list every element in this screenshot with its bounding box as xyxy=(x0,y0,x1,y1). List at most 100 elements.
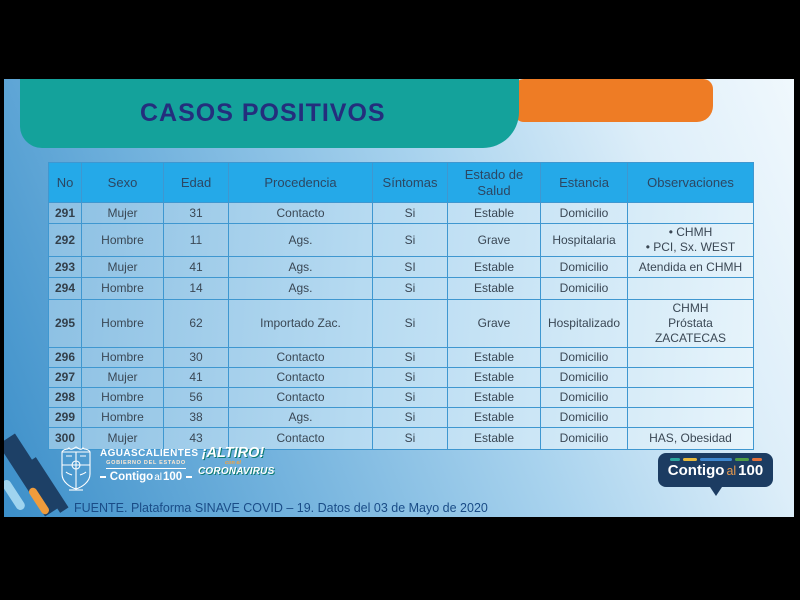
column-header: No xyxy=(48,162,82,203)
table-cell: Contacto xyxy=(228,427,373,450)
government-slogan: Contigoal100 xyxy=(110,471,182,483)
table-cell xyxy=(627,202,754,224)
table-cell: Domicilio xyxy=(540,256,628,278)
table-cell: Estable xyxy=(447,407,541,428)
table-cell: 38 xyxy=(163,407,229,428)
table-cell: 295 xyxy=(48,299,82,348)
table-cell: Contacto xyxy=(228,347,373,368)
table-cell: Domicilio xyxy=(540,387,628,408)
column-header: Procedencia xyxy=(228,162,373,203)
table-cell: Hombre xyxy=(81,299,164,348)
table-cell: 14 xyxy=(163,277,229,300)
column-header: Observaciones xyxy=(627,162,754,203)
dash-teal xyxy=(669,458,680,461)
campaign-logo-connector: con el xyxy=(225,460,241,466)
table-cell: Domicilio xyxy=(540,347,628,368)
state-coat-of-arms-icon xyxy=(61,446,91,491)
table-cell: 30 xyxy=(163,347,229,368)
page-title: CASOS POSITIVOS xyxy=(140,99,386,127)
table-cell: Estable xyxy=(447,202,541,224)
campaign-logo-title: ¡ALTIRO! xyxy=(201,445,265,461)
table-cell: Contacto xyxy=(228,387,373,408)
table-cell: Mujer xyxy=(81,202,164,224)
badge-color-dashes xyxy=(658,458,773,461)
data-source-text: FUENTE. Plataforma SINAVE COVID – 19. Da… xyxy=(74,501,488,515)
dash-green xyxy=(734,458,749,461)
table-cell: Ags. xyxy=(228,277,373,300)
table-cell: Ags. xyxy=(228,407,373,428)
government-name: AGUASCALIENTES xyxy=(100,448,199,459)
dash-orange xyxy=(751,458,762,461)
title-banner: CASOS POSITIVOS xyxy=(20,79,519,148)
table-cell: Estable xyxy=(447,387,541,408)
table-row: 294 Hombre 14 Ags. Si Estable Domicilio xyxy=(48,277,754,300)
table-row: 298 Hombre 56 Contacto Si Estable Domicilio xyxy=(48,387,754,408)
table-cell: Si xyxy=(372,347,448,368)
table-cell: 297 xyxy=(48,367,82,388)
table-cell: Hombre xyxy=(81,223,164,257)
cases-table: No Sexo Edad Procedencia Síntomas Estado de S… xyxy=(48,162,754,450)
table-cell: Hombre xyxy=(81,407,164,428)
table-cell: 56 xyxy=(163,387,229,408)
table-cell: Estable xyxy=(447,277,541,300)
table-cell: Estable xyxy=(447,427,541,450)
badge-word: Contigo xyxy=(667,462,725,479)
divider-line xyxy=(106,468,186,469)
table-cell: 43 xyxy=(163,427,229,450)
table-cell xyxy=(627,277,754,300)
slogan-word: al xyxy=(154,472,163,483)
slogan-dash-right xyxy=(186,476,192,478)
badge-word: 100 xyxy=(738,462,764,479)
slogan-dash-left xyxy=(100,476,106,478)
table-cell: 292 xyxy=(48,223,82,257)
table-cell: 299 xyxy=(48,407,82,428)
table-cell: Hombre xyxy=(81,277,164,300)
table-cell: • CHMH • PCI, Sx. WEST xyxy=(627,223,754,257)
table-cell: 62 xyxy=(163,299,229,348)
table-cell: CHMH Próstata ZACATECAS xyxy=(627,299,754,348)
table-cell: Estable xyxy=(447,347,541,368)
column-header: Estado de Salud xyxy=(447,162,541,203)
table-cell: Grave xyxy=(447,299,541,348)
campaign-logo-subtitle: CORONAVIRUS xyxy=(198,466,275,477)
table-cell: Mujer xyxy=(81,256,164,278)
table-cell: 298 xyxy=(48,387,82,408)
table-cell xyxy=(627,407,754,428)
badge-text: Contigo al 100 xyxy=(658,462,773,479)
table-cell: Importado Zac. xyxy=(228,299,373,348)
table-cell: 41 xyxy=(163,256,229,278)
dash-blue xyxy=(699,458,732,461)
contigo-al-100-badge: Contigo al 100 xyxy=(658,453,773,496)
table-cell: SI xyxy=(372,256,448,278)
table-cell: Domicilio xyxy=(540,427,628,450)
table-cell: 41 xyxy=(163,367,229,388)
table-cell: Si xyxy=(372,427,448,450)
table-cell: Contacto xyxy=(228,367,373,388)
column-header: Estancia xyxy=(540,162,628,203)
table-cell: Hospitalaria xyxy=(540,223,628,257)
table-cell: 300 xyxy=(48,427,82,450)
table-cell: 11 xyxy=(163,223,229,257)
table-cell: 291 xyxy=(48,202,82,224)
table-cell xyxy=(627,347,754,368)
table-cell: Si xyxy=(372,367,448,388)
table-cell: Domicilio xyxy=(540,407,628,428)
table-cell: Atendida en CHMH xyxy=(627,256,754,278)
government-subtitle: GOBIERNO DEL ESTADO xyxy=(106,460,186,466)
table-cell: Ags. xyxy=(228,223,373,257)
table-row: 299 Hombre 38 Ags. Si Estable Domicilio xyxy=(48,407,754,428)
campaign-logo: ¡ALTIRO! con el CORONAVIRUS xyxy=(198,445,275,477)
table-cell: 31 xyxy=(163,202,229,224)
slogan-word: Contigo xyxy=(109,471,154,483)
badge-tail xyxy=(710,487,722,496)
table-header-row: No Sexo Edad Procedencia Síntomas Estado de S… xyxy=(48,162,754,203)
table-cell: HAS, Obesidad xyxy=(627,427,754,450)
government-logo: AGUASCALIENTES GOBIERNO DEL ESTADO Conti… xyxy=(100,448,199,483)
presentation-slide: CASOS POSITIVOS No Sexo Edad Procedencia Sín… xyxy=(4,79,794,517)
table-cell: Si xyxy=(372,202,448,224)
table-cell: Si xyxy=(372,299,448,348)
table-cell: Si xyxy=(372,387,448,408)
table-cell: Hombre xyxy=(81,387,164,408)
table-cell: Estable xyxy=(447,256,541,278)
